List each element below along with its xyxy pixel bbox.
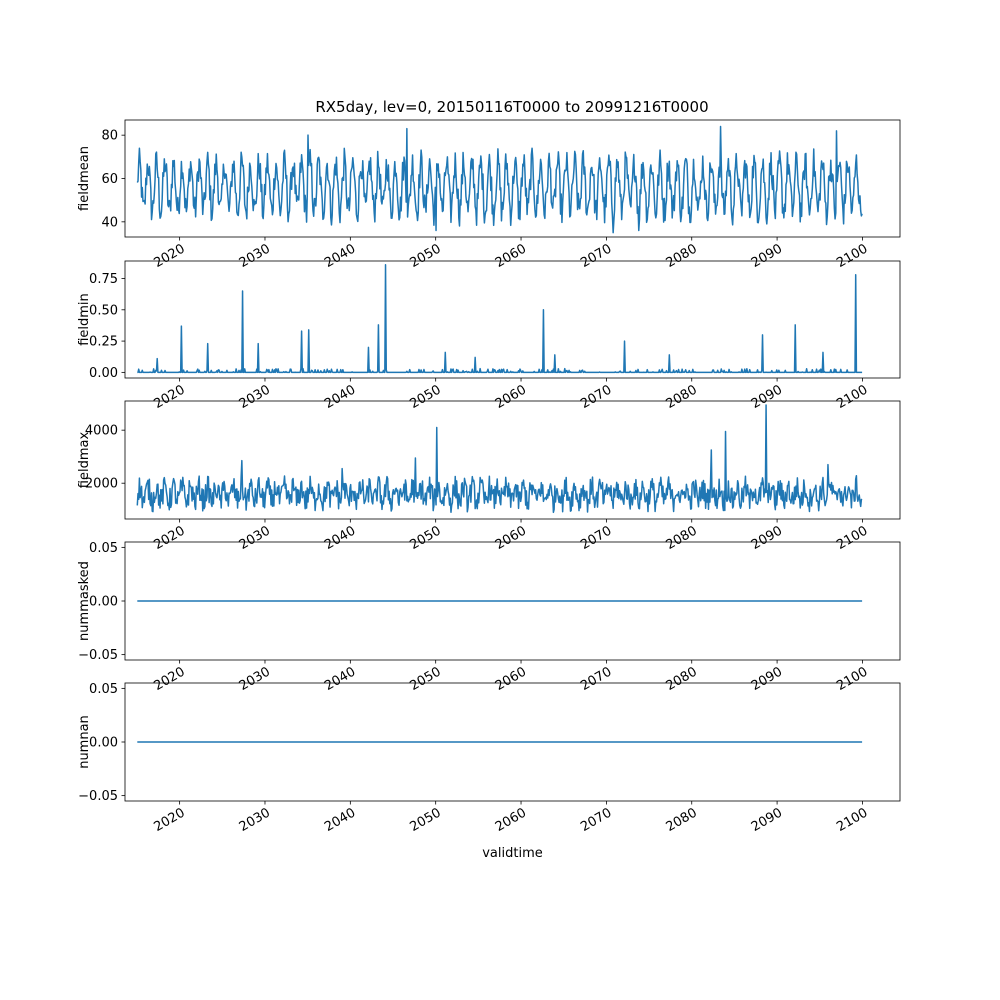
ytick-label: −0.05	[78, 789, 118, 804]
ytick-label: 0.05	[89, 682, 118, 697]
ytick-label: 0.00	[89, 736, 118, 751]
ytick-label: −0.05	[78, 648, 118, 663]
ylabel-fieldmax: fieldmax	[77, 432, 92, 489]
ytick-label: 80	[101, 129, 118, 144]
series-line-fieldmax	[136, 404, 863, 514]
ytick-label: 0.25	[89, 335, 118, 350]
ytick-label: 4000	[85, 424, 118, 439]
ytick-label: 0.75	[89, 272, 118, 287]
ylabel-fieldmin: fieldmin	[77, 293, 92, 346]
chart-title: RX5day, lev=0, 20150116T0000 to 20991216…	[315, 98, 708, 116]
series-line-fieldmin	[137, 264, 863, 374]
ylabel-nummasked: nummasked	[77, 561, 92, 641]
axes-frame-fieldmin	[124, 260, 901, 379]
ytick-label: 60	[101, 172, 118, 187]
ytick-label: 0.05	[89, 541, 118, 556]
xlabel: validtime	[482, 846, 543, 861]
ytick-label: 0.50	[89, 303, 118, 318]
series-line-fieldmean	[136, 125, 863, 234]
ylabel-numnan: numnan	[77, 715, 92, 769]
ytick-label: 40	[101, 215, 118, 230]
ytick-label: 0.00	[89, 366, 118, 381]
ytick-label: 2000	[85, 477, 118, 492]
ylabel-fieldmean: fieldmean	[77, 146, 92, 211]
axes-frame-fieldmax	[124, 400, 901, 520]
ytick-label: 0.00	[89, 595, 118, 610]
